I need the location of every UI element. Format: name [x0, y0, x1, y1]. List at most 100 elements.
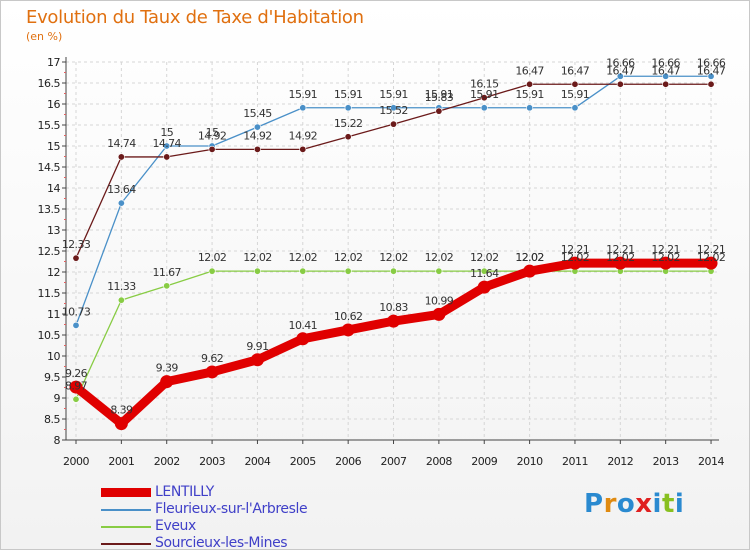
data-label: 12.02 [515, 251, 544, 264]
data-label: 12.02 [515, 251, 544, 264]
data-point [477, 280, 491, 294]
data-label: 8.39 [110, 404, 133, 417]
data-label: 16.66 [697, 56, 726, 69]
data-label: 14.92 [243, 129, 272, 142]
data-point [480, 267, 488, 275]
data-point [616, 80, 624, 88]
data-label: 12.21 [697, 243, 726, 256]
data-label: 16.47 [515, 64, 544, 77]
data-label: 16.47 [561, 64, 590, 77]
legend-swatch [101, 543, 151, 545]
data-point [568, 256, 582, 270]
x-tick-label: 2003 [199, 455, 225, 468]
data-point [435, 107, 443, 115]
legend-swatch [101, 488, 151, 497]
y-tick-label: 9 [54, 392, 61, 405]
data-point [480, 94, 488, 102]
logo-letter: P [584, 489, 604, 519]
data-label: 16.66 [606, 56, 635, 69]
data-point [72, 395, 80, 403]
data-label: 12.02 [334, 251, 363, 264]
data-point [250, 353, 264, 367]
data-label: 15 [206, 126, 219, 139]
data-label: 16.66 [651, 56, 680, 69]
data-point [344, 104, 352, 112]
data-label: 11.33 [107, 280, 136, 293]
legend-swatch [101, 509, 151, 511]
data-label: 16.47 [606, 64, 635, 77]
data-point [432, 307, 446, 321]
legend-label: Sourcieux-les-Mines [155, 535, 288, 551]
data-point [69, 380, 83, 394]
data-point [659, 256, 673, 270]
data-point [117, 296, 125, 304]
x-tick-label: 2014 [698, 455, 724, 468]
x-tick-label: 2005 [290, 455, 316, 468]
data-label: 12.21 [606, 243, 635, 256]
y-tick-label: 11.5 [38, 287, 61, 300]
data-label: 15.22 [334, 117, 363, 130]
y-tick-label: 14.5 [38, 161, 61, 174]
data-point [707, 80, 715, 88]
line-chart: 8 8.5 9 9.5 10 10.5 11 11.5 12 12.5 13 13.5 14 14.5 15… [38, 56, 727, 468]
data-label: 15.91 [515, 88, 544, 101]
data-point [390, 267, 398, 275]
x-tick-label: 2006 [335, 455, 361, 468]
data-point [163, 142, 171, 150]
data-label: 10.83 [379, 301, 408, 314]
legend-label: LENTILLY [155, 484, 214, 500]
data-label: 14.92 [289, 129, 318, 142]
proxiti-logo: Proxiti [584, 489, 684, 519]
data-label: 12.33 [62, 238, 91, 251]
data-point [205, 365, 219, 379]
data-label: 12.02 [470, 251, 499, 264]
data-point [117, 153, 125, 161]
data-label: 12.02 [425, 251, 454, 264]
data-label: 15.83 [425, 91, 454, 104]
x-tick-label: 2001 [108, 455, 134, 468]
y-tick-label: 17 [47, 56, 60, 69]
x-tick-label: 2010 [517, 455, 543, 468]
data-label: 9.91 [246, 340, 268, 353]
data-label: 12.02 [606, 251, 635, 264]
y-tick-label: 12 [47, 266, 60, 279]
data-label: 15.91 [379, 88, 408, 101]
data-point [208, 267, 216, 275]
data-point [571, 80, 579, 88]
data-label: 15.91 [334, 88, 363, 101]
data-label: 16.47 [697, 64, 726, 77]
data-label: 15.52 [379, 104, 408, 117]
data-label: 9.62 [201, 352, 223, 365]
y-tick-label: 12.5 [38, 245, 61, 258]
y-tick-label: 10.5 [38, 329, 61, 342]
data-point [571, 104, 579, 112]
x-tick-label: 2004 [244, 455, 270, 468]
data-point [613, 256, 627, 270]
data-label: 15 [160, 126, 173, 139]
data-label: 12.02 [289, 251, 318, 264]
y-tick-label: 14 [47, 182, 60, 195]
data-point [526, 80, 534, 88]
data-point [160, 375, 174, 389]
data-point [253, 145, 261, 153]
logo-letter: r [603, 489, 617, 519]
y-tick-label: 16 [47, 98, 60, 111]
logo-letter: t [661, 489, 675, 519]
data-label: 11.64 [470, 267, 499, 280]
data-label: 12.02 [243, 251, 272, 264]
data-label: 8.97 [65, 379, 88, 392]
data-point [387, 314, 401, 328]
data-point [72, 321, 80, 329]
data-label: 12.21 [561, 243, 590, 256]
data-point [253, 267, 261, 275]
data-point [480, 104, 488, 112]
data-point [662, 80, 670, 88]
y-tick-label: 8 [54, 434, 61, 447]
data-label: 9.39 [156, 362, 179, 375]
x-tick-label: 2002 [154, 455, 180, 468]
data-label: 12.21 [651, 243, 680, 256]
data-point [299, 104, 307, 112]
data-point [208, 145, 216, 153]
data-label: 15.45 [243, 107, 272, 120]
x-tick-label: 2012 [607, 455, 633, 468]
